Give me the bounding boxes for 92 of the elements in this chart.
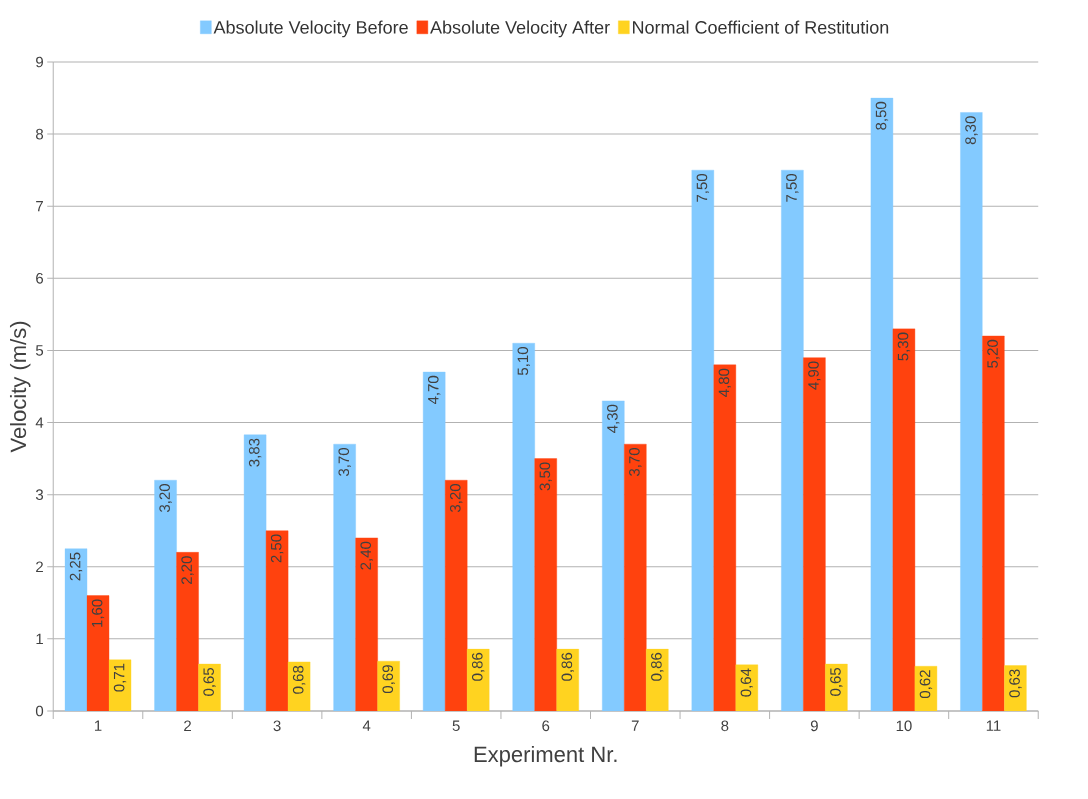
bar [803,357,826,711]
legend-label: Normal Coefficient of Restitution [633,20,889,34]
x-tick-label: 4 [362,720,371,731]
x-tick-label: 8 [721,720,729,732]
bar [556,648,579,711]
x-tick-label: 11 [986,720,1001,731]
data-label: 3,20 [449,484,463,513]
bar [198,663,221,711]
bar [781,169,804,711]
y-tick-label: 7 [36,201,43,212]
x-tick-label: 1 [94,720,102,731]
data-label: 3,83 [248,438,262,467]
x-tick-label: 7 [631,720,639,731]
bar [914,666,938,711]
bar [64,548,88,711]
data-label: 8,30 [965,116,978,145]
y-tick-label: 4 [35,417,44,428]
x-axis-title: Experiment Nr. [474,746,617,767]
data-label: 0,71 [113,663,127,692]
data-label: 5,30 [897,332,911,361]
bar [512,343,535,711]
bar [466,648,490,711]
x-tick-label: 10 [896,720,912,732]
data-label: 0,86 [471,652,485,681]
y-tick-label: 1 [36,633,43,645]
bar [333,443,356,711]
data-label: 3,70 [338,447,351,477]
y-tick-label: 0 [35,705,44,717]
data-label: 8,50 [875,101,889,130]
bar [534,458,557,711]
data-label: 2,25 [69,552,83,581]
y-tick-label: 3 [35,489,44,500]
bar [825,663,848,711]
data-label: 2,40 [360,541,373,570]
data-label: 3,20 [159,484,172,513]
bar [176,552,199,711]
data-label: 3,50 [539,462,552,491]
bar [377,661,400,711]
bar [713,364,737,711]
data-label: 5,10 [517,347,530,376]
bar [646,648,669,711]
data-label: 3,70 [629,447,642,477]
data-label: 0,86 [651,652,664,681]
data-label: 2,50 [270,534,284,563]
y-tick-label: 9 [36,56,43,68]
data-label: 0,64 [740,668,754,697]
y-tick-label: 6 [36,273,44,284]
bar [982,335,1005,711]
bar [422,371,446,711]
data-label: 0,69 [382,665,395,694]
bar [602,400,625,711]
data-label: 4,30 [607,404,620,433]
x-tick-label: 2 [184,720,191,731]
bar [108,659,132,711]
data-label: 4,80 [718,368,732,397]
data-label: 1,60 [91,599,105,627]
bar [892,328,916,711]
data-label: 4,70 [427,375,441,405]
data-label: 7,50 [786,173,799,202]
legend-label: Absolute Velocity Before [213,20,408,38]
data-label: 0,65 [203,667,216,696]
bar [287,661,311,711]
x-tick-label: 6 [542,720,550,732]
data-label: 0,63 [1009,669,1022,698]
data-label: 0,65 [830,667,843,696]
y-tick-label: 5 [35,345,44,356]
bar [870,97,894,711]
bar [691,169,715,711]
data-label: 0,62 [919,670,933,699]
data-label: 0,86 [561,652,574,681]
y-tick-label: 8 [36,128,44,140]
data-label: 0,68 [292,665,306,694]
bar [243,434,267,711]
data-label: 4,90 [808,361,821,390]
bar [735,664,759,711]
bar [960,112,983,711]
bar [444,480,468,711]
data-label: 2,20 [181,556,194,584]
bar [86,595,110,711]
bar [154,480,177,711]
x-tick-label: 3 [273,720,281,732]
y-tick-label: 2 [36,561,43,572]
data-label: 7,50 [696,173,710,202]
x-tick-label: 9 [810,720,818,732]
legend-label: Absolute Velocity After [430,20,610,38]
data-label: 5,20 [987,339,1000,368]
x-tick-label: 5 [452,720,460,731]
bar [265,530,289,711]
y-axis-title: Velocity (m/s) [9,321,31,453]
bar [1004,665,1027,711]
bar [624,443,647,711]
bar [355,537,378,711]
